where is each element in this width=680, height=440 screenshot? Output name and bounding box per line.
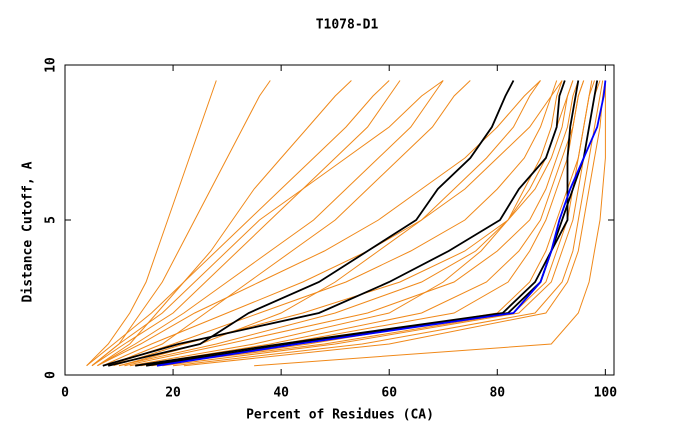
series-line xyxy=(135,80,585,367)
series-line xyxy=(91,80,444,367)
series-line xyxy=(162,80,601,367)
x-tick-label: 100 xyxy=(594,386,618,401)
series-line xyxy=(129,80,574,367)
series-line xyxy=(146,80,593,367)
series-line xyxy=(107,80,515,367)
y-axis-label: Distance Cutoff, A xyxy=(21,161,36,302)
series-line xyxy=(102,80,566,367)
x-tick-label: 60 xyxy=(381,386,397,401)
x-axis-label: Percent of Residues (CA) xyxy=(246,408,434,423)
chart-title: T1078-D1 xyxy=(316,18,379,33)
series-line xyxy=(135,80,580,367)
series-line xyxy=(183,80,606,367)
series-line xyxy=(91,80,401,367)
x-tick-label: 20 xyxy=(165,386,181,401)
series-line xyxy=(254,80,606,367)
plot-area xyxy=(86,80,607,367)
series-line xyxy=(91,80,271,367)
series-line xyxy=(108,80,471,367)
series-line xyxy=(108,80,558,367)
plot-frame xyxy=(64,64,615,376)
series-line xyxy=(97,80,541,367)
series-line xyxy=(124,80,579,367)
series-line xyxy=(86,80,390,367)
series-line xyxy=(173,80,604,367)
x-tick-label: 0 xyxy=(61,386,69,401)
series-line xyxy=(102,80,563,367)
series-line xyxy=(97,80,352,367)
x-tick-label: 40 xyxy=(273,386,289,401)
series-line xyxy=(156,80,607,367)
y-tick-label: 0 xyxy=(44,371,59,379)
series-line xyxy=(140,80,585,367)
series-line xyxy=(118,80,563,367)
series-line xyxy=(113,80,574,367)
x-tick-label: 80 xyxy=(489,386,505,401)
series-line xyxy=(97,80,444,367)
series-line xyxy=(86,80,217,367)
y-tick-label: 5 xyxy=(44,216,59,224)
y-tick-label: 10 xyxy=(44,57,59,73)
